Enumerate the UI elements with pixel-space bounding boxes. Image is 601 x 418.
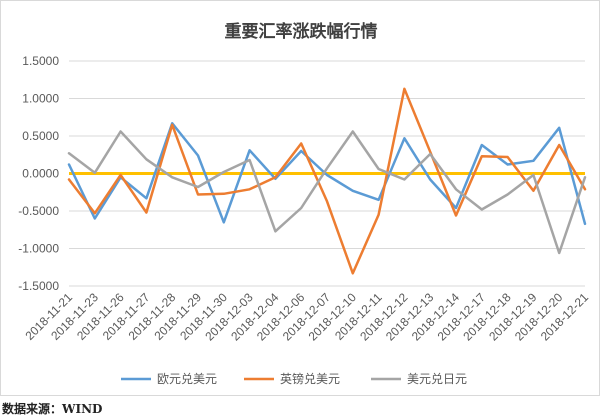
- y-tick-label: 0.5000: [22, 129, 59, 143]
- chart-title: 重要汇率涨跌幅行情: [225, 21, 378, 42]
- series-line: [67, 87, 587, 275]
- y-tick-label: -0.5000: [18, 204, 59, 218]
- y-tick-label: -1.5000: [18, 279, 59, 293]
- source-note: 数据来源：WIND: [2, 402, 103, 416]
- series-lines: [67, 87, 587, 275]
- legend-label: 美元兑日元: [407, 372, 467, 386]
- y-tick-label: 0.0000: [22, 167, 59, 181]
- series-line: [67, 130, 587, 255]
- line-chart: 重要汇率涨跌幅行情 1.5000 1.0000 0.5000 0.0000 -0.500…: [18, 21, 591, 386]
- y-tick-label: 1.5000: [22, 54, 59, 68]
- x-axis-ticks: 2018-11-212018-11-232018-11-262018-11-27…: [22, 290, 591, 344]
- y-tick-label: -1.0000: [18, 242, 59, 256]
- y-tick-label: 1.0000: [22, 92, 59, 106]
- legend: 欧元兑美元 英镑兑美元 美元兑日元: [121, 371, 467, 386]
- legend-label: 欧元兑美元: [157, 372, 217, 386]
- legend-label: 英镑兑美元: [280, 371, 340, 386]
- chart-container: 重要汇率涨跌幅行情 1.5000 1.0000 0.5000 0.0000 -0.500…: [0, 0, 600, 396]
- y-axis-ticks: 1.5000 1.0000 0.5000 0.0000 -0.5000 -1.0000 -1…: [18, 54, 59, 293]
